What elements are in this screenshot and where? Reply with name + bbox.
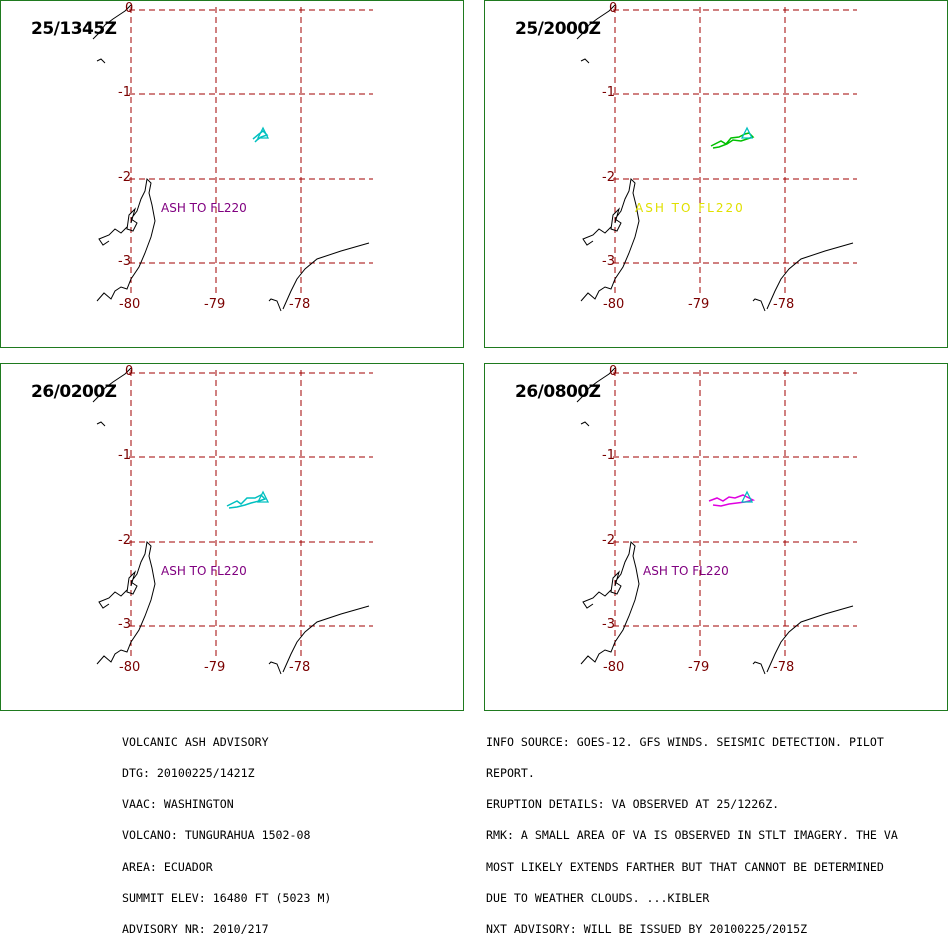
forecast-panel: 0 -1 -2 -3 -80 -79 -78 26/0800Z ASH TO FL220 bbox=[484, 363, 948, 711]
coastline bbox=[268, 242, 370, 312]
longitude-label: -79 bbox=[204, 297, 226, 312]
advisory-line: AREA: ECUADOR bbox=[122, 859, 213, 874]
latitude-label: -1 bbox=[118, 85, 131, 100]
remark-line: INFO SOURCE: GOES-12. GFS WINDS. SEISMIC… bbox=[486, 734, 884, 749]
panel-time-label: 26/0200Z bbox=[31, 382, 117, 402]
longitude-label: -80 bbox=[603, 660, 625, 675]
longitude-label: -79 bbox=[688, 660, 710, 675]
longitude-label: -80 bbox=[119, 297, 141, 312]
forecast-panel: 0 -1 -2 -3 -80 -79 -78 26/0200Z ASH TO FL220 bbox=[0, 363, 464, 711]
latitude-label: 0 bbox=[125, 1, 134, 16]
longitude-label: -79 bbox=[204, 660, 226, 675]
coastline bbox=[576, 4, 616, 64]
coastline bbox=[576, 367, 616, 427]
latitude-label: -2 bbox=[118, 533, 131, 548]
panel-time-label: 25/1345Z bbox=[31, 19, 117, 39]
coastline bbox=[92, 4, 132, 64]
latitude-label: 0 bbox=[609, 364, 618, 379]
advisory-line: ADVISORY NR: 2010/217 bbox=[122, 922, 269, 937]
longitude-label: -78 bbox=[289, 297, 311, 312]
volcano-marker-icon bbox=[256, 490, 270, 503]
advisory-line: SUMMIT ELEV: 16480 FT (5023 M) bbox=[122, 890, 332, 905]
advisory-header-left: VOLCANIC ASH ADVISORY DTG: 20100225/1421… bbox=[122, 716, 331, 945]
longitude-label: -78 bbox=[289, 660, 311, 675]
forecast-panel: 0 -1 -2 -3 -80 -79 -78 25/1345Z ASH TO FL220 bbox=[0, 0, 464, 348]
coastline bbox=[268, 605, 370, 675]
latitude-label: -1 bbox=[118, 448, 131, 463]
remark-line: DUE TO WEATHER CLOUDS. ...KIBLER bbox=[486, 890, 710, 905]
latitude-label: -1 bbox=[602, 448, 615, 463]
ash-height-label: ASH TO FL220 bbox=[635, 201, 745, 215]
volcano-marker-icon bbox=[256, 126, 270, 139]
map-canvas bbox=[92, 367, 373, 675]
volcano-marker-icon bbox=[740, 490, 754, 503]
ash-height-label: ASH TO FL220 bbox=[161, 201, 247, 215]
latitude-label: 0 bbox=[609, 1, 618, 16]
longitude-label: -80 bbox=[119, 660, 141, 675]
remark-line: MOST LIKELY EXTENDS FARTHER BUT THAT CAN… bbox=[486, 859, 884, 874]
latitude-label: -2 bbox=[602, 533, 615, 548]
map-canvas bbox=[576, 367, 857, 675]
map-canvas bbox=[576, 4, 857, 312]
coastline bbox=[92, 367, 132, 427]
ash-cloud-outline bbox=[710, 132, 755, 149]
ash-cloud-outline bbox=[226, 494, 267, 509]
panel-time-label: 26/0800Z bbox=[515, 382, 601, 402]
coastline bbox=[96, 177, 156, 302]
advisory-line: VAAC: WASHINGTON bbox=[122, 797, 234, 812]
forecast-panel: 0 -1 -2 -3 -80 -79 -78 25/2000Z ASH TO FL220 bbox=[484, 0, 948, 348]
coastline bbox=[96, 540, 156, 665]
advisory-line: VOLCANO: TUNGURAHUA 1502-08 bbox=[122, 828, 311, 843]
volcano-marker-icon bbox=[740, 126, 754, 139]
coastline bbox=[752, 242, 854, 312]
coastline bbox=[752, 605, 854, 675]
coastline bbox=[580, 540, 640, 665]
ash-height-label: ASH TO FL220 bbox=[643, 564, 729, 578]
latitude-label: -1 bbox=[602, 85, 615, 100]
advisory-line: DTG: 20100225/1421Z bbox=[122, 766, 255, 781]
remark-line: REPORT. bbox=[486, 766, 535, 781]
ash-cloud-outline bbox=[708, 494, 756, 507]
remark-line: RMK: A SMALL AREA OF VA IS OBSERVED IN S… bbox=[486, 828, 898, 843]
map-canvas bbox=[92, 4, 373, 312]
latitude-label: -2 bbox=[118, 170, 131, 185]
longitude-label: -79 bbox=[688, 297, 710, 312]
latitude-label: -3 bbox=[118, 254, 131, 269]
latitude-label: -3 bbox=[602, 254, 615, 269]
latitude-label: 0 bbox=[125, 364, 134, 379]
longitude-label: -80 bbox=[603, 297, 625, 312]
remark-line: NXT ADVISORY: WILL BE ISSUED BY 20100225… bbox=[486, 922, 808, 937]
advisory-remarks-right: INFO SOURCE: GOES-12. GFS WINDS. SEISMIC… bbox=[486, 716, 898, 945]
advisory-line: VOLCANIC ASH ADVISORY bbox=[122, 734, 269, 749]
latitude-label: -2 bbox=[602, 170, 615, 185]
longitude-label: -78 bbox=[773, 660, 795, 675]
ash-height-label: ASH TO FL220 bbox=[161, 564, 247, 578]
latitude-label: -3 bbox=[602, 617, 615, 632]
remark-line: ERUPTION DETAILS: VA OBSERVED AT 25/1226… bbox=[486, 797, 780, 812]
panel-time-label: 25/2000Z bbox=[515, 19, 601, 39]
latitude-label: -3 bbox=[118, 617, 131, 632]
coastline bbox=[580, 177, 640, 302]
longitude-label: -78 bbox=[773, 297, 795, 312]
